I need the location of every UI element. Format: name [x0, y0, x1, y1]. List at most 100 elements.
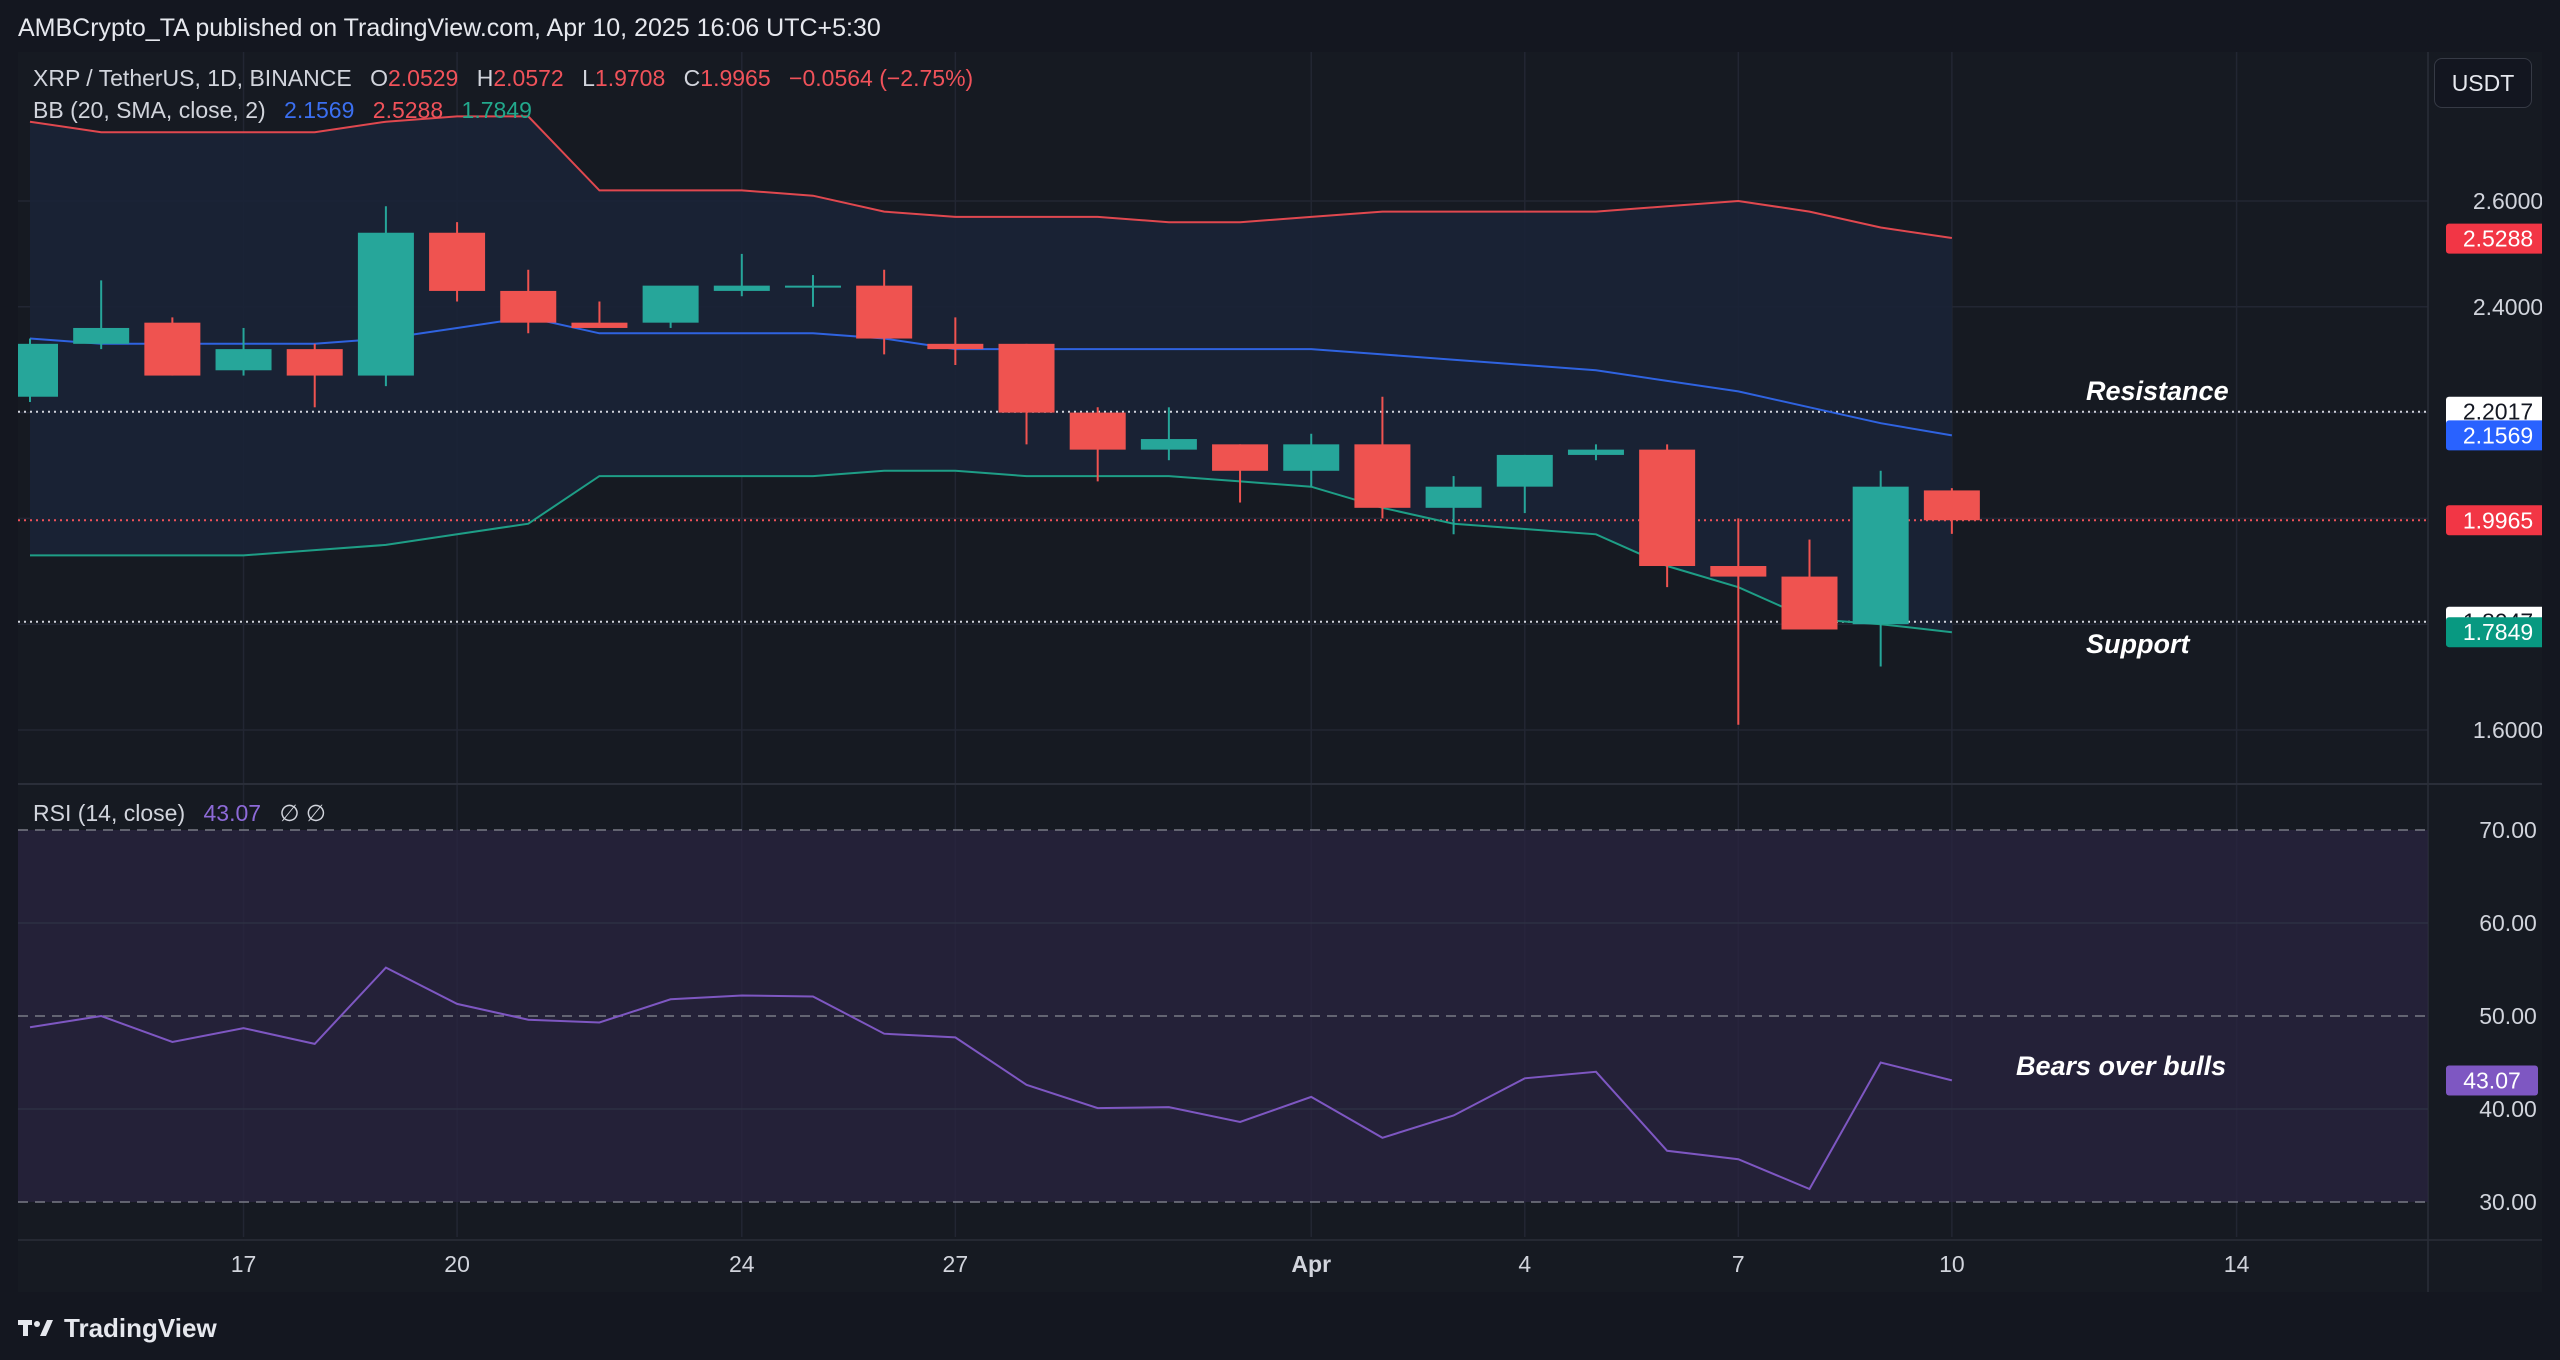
candle-body: [1567, 449, 1624, 455]
price-badge-label: 2.5288: [2463, 226, 2533, 252]
time-tick-label: 10: [1939, 1251, 1965, 1277]
candle: [286, 343, 343, 408]
price-tick-label: 2.4000: [2473, 294, 2542, 320]
legend-bb-label: BB (20, SMA, close, 2): [33, 97, 266, 123]
time-tick-label: 20: [444, 1251, 470, 1277]
rsi-line: [29, 966, 1953, 1191]
legend-bb: BB (20, SMA, close, 2) 2.1569 2.5288 1.7…: [33, 97, 532, 123]
candle: [1639, 444, 1696, 588]
candle: [1283, 433, 1340, 487]
candle-body: [784, 285, 841, 288]
candle-body: [998, 343, 1055, 413]
candle: [571, 301, 628, 328]
candle: [429, 222, 486, 302]
legend-rsi: RSI (14, close) 43.07 ∅ ∅: [33, 800, 326, 826]
legend-bb-lower: 1.7849: [462, 97, 532, 123]
bb-basis-line: [29, 316, 1953, 437]
price-badge: [2446, 396, 2550, 427]
candle: [1567, 444, 1624, 461]
bb-lower-line: [30, 469, 1953, 634]
candle-body: [713, 285, 770, 291]
candle-body: [927, 343, 984, 350]
candle-body: [1852, 486, 1909, 625]
time-tick-label: 14: [2224, 1251, 2250, 1277]
candle: [500, 269, 557, 334]
candle: [856, 269, 913, 355]
candle: [1212, 444, 1269, 503]
candle: [144, 317, 201, 376]
candle-body: [1496, 454, 1553, 487]
time-tick-label: 24: [729, 1251, 755, 1277]
candle: [1069, 407, 1126, 482]
legend-rsi-value: 43.07: [204, 800, 262, 826]
candle: [1354, 396, 1411, 519]
legend-change: −0.0564 (−2.75%): [789, 65, 973, 91]
chart-area[interactable]: 2.6000 2.4000 1.6000 2.5288 2.2017 2.1569 1.99…: [2, 52, 2550, 1292]
currency-button[interactable]: USDT: [2434, 58, 2532, 108]
candle-body: [1639, 449, 1696, 567]
price-badge: [2446, 505, 2550, 536]
candle: [1710, 518, 1767, 725]
price-tick-label: 1.6000: [2473, 717, 2542, 743]
footer: TradingView: [18, 1308, 217, 1348]
candle-body: [1781, 576, 1838, 630]
candle-body: [1140, 439, 1197, 450]
footer-brand: TradingView: [64, 1312, 217, 1343]
candle: [1425, 476, 1482, 535]
legend-bb-basis: 2.1569: [284, 97, 354, 123]
legend-rsi-extra: ∅ ∅: [279, 800, 325, 826]
price-badge-label: 1.7849: [2463, 619, 2533, 645]
price-badge-label: 2.2017: [2463, 399, 2533, 425]
rsi-badge: [2446, 1065, 2538, 1096]
legend-l-label: L: [582, 65, 595, 91]
candle-body: [1710, 566, 1767, 577]
candle: [927, 317, 984, 365]
rsi-tick-label: 70.00: [2479, 817, 2537, 843]
candle: [713, 253, 770, 297]
legend-h-label: H: [477, 65, 494, 91]
candle: [642, 285, 699, 328]
candle-body: [1354, 444, 1411, 508]
candle-body: [144, 322, 201, 376]
candle-body: [1283, 444, 1340, 471]
candle: [998, 343, 1055, 445]
bb-upper-line: [29, 115, 1953, 239]
legend-high: 2.0572: [493, 65, 563, 91]
candle-body: [73, 327, 130, 344]
price-badge-label: 1.9965: [2463, 507, 2533, 533]
rsi-tick-label: 40.00: [2479, 1096, 2537, 1122]
candle-body: [1923, 490, 1980, 521]
candle-body: [357, 232, 414, 376]
candle: [784, 275, 841, 307]
candle-body: [429, 232, 486, 291]
candle-body: [571, 322, 628, 328]
time-tick-label: Apr: [1291, 1251, 1331, 1277]
candle-body: [2, 343, 58, 397]
candle: [2, 338, 58, 403]
rsi-tick-label: 60.00: [2479, 910, 2537, 936]
rsi-badge-label: 43.07: [2463, 1067, 2521, 1093]
candle-body: [642, 285, 699, 323]
rsi-annotation: Bears over bulls: [2016, 1051, 2226, 1081]
candle: [1923, 488, 1980, 534]
rsi-pane: [18, 829, 2428, 1203]
legend-ohlc: XRP / TetherUS, 1D, BINANCE O2.0529 H2.0…: [33, 65, 973, 91]
candle-body: [215, 349, 272, 371]
price-badge: [2446, 223, 2550, 254]
time-tick-label: 27: [943, 1251, 969, 1277]
rsi-tick-label: 30.00: [2479, 1189, 2537, 1215]
time-tick-label: 17: [231, 1251, 257, 1277]
candle-body: [856, 285, 913, 339]
candle: [73, 280, 130, 350]
tradingview-logo-icon: [18, 1318, 54, 1338]
candle: [215, 327, 272, 376]
resistance-annotation: Resistance: [2086, 376, 2229, 406]
price-tick-label: 2.6000: [2473, 188, 2542, 214]
candle: [1140, 407, 1197, 461]
bollinger-lines: [29, 115, 1953, 634]
support-annotation: Support: [2086, 629, 2190, 659]
legend-close: 1.9965: [700, 65, 770, 91]
candle-body: [1212, 444, 1269, 471]
